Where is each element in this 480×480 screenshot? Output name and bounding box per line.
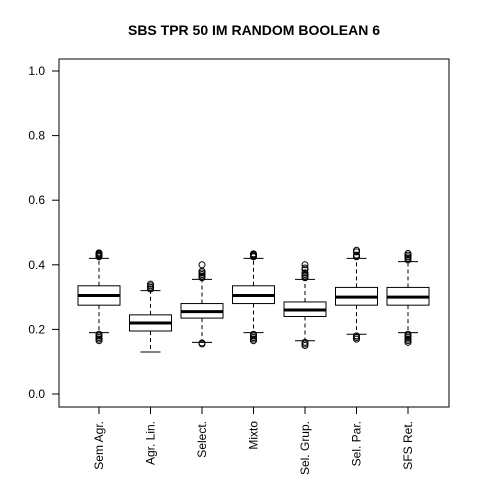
box-group xyxy=(77,249,121,345)
y-tick-label: 0.8 xyxy=(28,129,45,143)
outlier-point xyxy=(301,261,309,269)
category-label: Sel. Par. xyxy=(350,421,364,466)
box-group xyxy=(180,261,224,348)
outlier-point xyxy=(198,339,206,347)
outlier-point xyxy=(301,264,309,272)
box-group xyxy=(283,261,327,350)
y-tick-label: 1.0 xyxy=(28,64,45,78)
outlier-point xyxy=(301,338,309,346)
box-group xyxy=(129,280,172,353)
outlier-point xyxy=(147,280,154,288)
y-axis: 0.0 0.2 0.4 0.6 0.8 1.0 xyxy=(28,64,60,401)
category-label: Sel. Grup. xyxy=(298,421,312,475)
category-label: Mixto xyxy=(247,421,261,450)
y-tick-label: 0.6 xyxy=(28,193,45,207)
outlier-point xyxy=(353,251,360,259)
outlier-point xyxy=(301,269,309,277)
y-tick-label: 0.2 xyxy=(28,322,45,336)
outlier-point xyxy=(353,332,360,340)
category-label: Agr. Lin. xyxy=(144,421,158,465)
outlier-point xyxy=(404,249,412,257)
category-label: SFS Ret. xyxy=(401,421,415,470)
x-axis-labels: Sem Agr. Agr. Lin. Select. Mixto Sel. Grup. S… xyxy=(92,406,415,475)
outlier-point xyxy=(95,249,103,257)
outlier-point xyxy=(353,246,360,254)
outlier-point xyxy=(198,261,206,269)
box-group xyxy=(232,250,275,345)
boxes-layer xyxy=(77,246,430,353)
chart-title: SBS TPR 50 IM RANDOM BOOLEAN 6 xyxy=(128,22,380,38)
plot-frame xyxy=(58,58,450,408)
outlier-point xyxy=(404,330,412,338)
y-tick-label: 0.0 xyxy=(28,387,45,401)
category-label: Select. xyxy=(195,421,209,458)
box-group xyxy=(386,249,430,346)
category-label: Sem Agr. xyxy=(92,421,106,470)
box-group xyxy=(335,246,378,343)
y-tick-label: 0.4 xyxy=(28,258,45,272)
outlier-point xyxy=(250,330,257,338)
outlier-point xyxy=(250,250,257,258)
outlier-point xyxy=(95,330,103,338)
